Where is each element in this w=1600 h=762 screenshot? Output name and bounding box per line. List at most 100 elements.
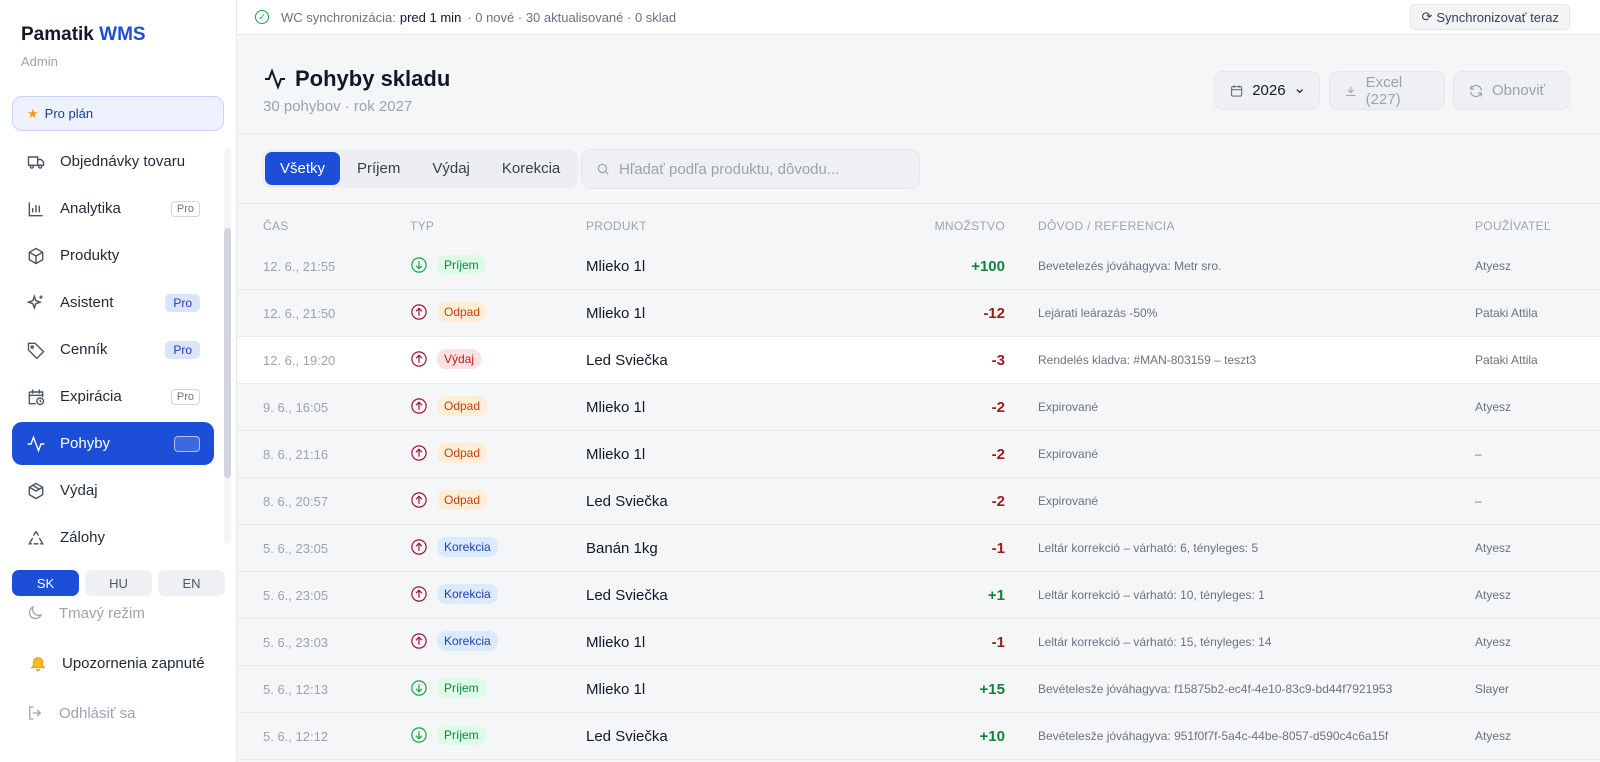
calendar-icon	[1230, 84, 1243, 97]
sidebar-item-objednavky[interactable]: Objednávky tovaru	[12, 140, 214, 183]
sidebar-item-label: Pohyby	[60, 435, 111, 452]
cell-user: Pataki Attila	[1475, 306, 1538, 320]
cell-reason: Leltár korrekció – várható: 10, ténylege…	[1038, 588, 1265, 602]
truck-icon	[26, 152, 46, 172]
lang-sk-button[interactable]: SK	[12, 570, 79, 596]
sync-now-button[interactable]: ⟳ Synchronizovať teraz	[1410, 4, 1570, 30]
plan-badge[interactable]: ★ Pro plán	[12, 96, 224, 131]
refresh-button[interactable]: Obnoviť	[1453, 71, 1570, 110]
sidebar-item-expiracia[interactable]: Expirácia Pro	[12, 375, 214, 418]
dark-mode-toggle[interactable]: Tmavý režim	[25, 603, 145, 623]
cell-reason: Leltár korrekció – várható: 15, ténylege…	[1038, 635, 1272, 649]
col-header-type[interactable]: TYP	[410, 219, 435, 233]
cell-type: Odpad	[410, 443, 488, 463]
table-row[interactable]: 5. 6., 12:12 Príjem Led Sviečka +10 Bevétele…	[237, 713, 1600, 760]
plan-label: Pro plán	[44, 106, 94, 121]
brand-name: Pamatik	[21, 24, 94, 45]
table-row[interactable]: 12. 6., 19:20 Výdaj Led Sviečka -3 Rendelés …	[237, 337, 1600, 384]
sidebar-item-label: Expirácia	[60, 388, 122, 405]
cell-product: Mlieko 1l	[586, 634, 646, 651]
cell-time: 12. 6., 21:50	[263, 306, 336, 321]
tab-prijem[interactable]: Príjem	[357, 160, 401, 177]
cell-reason: Expirované	[1038, 447, 1099, 461]
sidebar-item-cennik[interactable]: Cenník Pro	[12, 328, 214, 371]
col-header-product[interactable]: PRODUKT	[586, 219, 647, 233]
search-icon	[597, 163, 609, 175]
type-badge: Odpad	[437, 443, 488, 463]
table-row[interactable]: 5. 6., 12:13 Príjem Mlieko 1l +15 Bevételesž…	[237, 666, 1600, 713]
lang-en-button[interactable]: EN	[158, 570, 225, 596]
table-header: ČAS TYP PRODUKT MNOŽSTVO DÔVOD / REFEREN…	[237, 205, 1600, 243]
activity-icon	[265, 68, 285, 90]
cell-reason: Bevetelezés jóváhagyva: Metr sro.	[1038, 259, 1222, 273]
search-input[interactable]	[619, 160, 909, 178]
table-row[interactable]: 12. 6., 21:55 Príjem Mlieko 1l +100 Bevetele…	[237, 243, 1600, 290]
cell-user: Atyesz	[1475, 541, 1512, 555]
cell-type: Korekcia	[410, 584, 498, 604]
table-row[interactable]: 9. 6., 16:05 Odpad Mlieko 1l -2 Expirované At…	[237, 384, 1600, 431]
download-icon	[1346, 85, 1356, 96]
cell-quantity: +100	[971, 258, 1005, 275]
tab-korekcia[interactable]: Korekcia	[501, 160, 561, 177]
col-header-time[interactable]: ČAS	[263, 219, 289, 233]
col-header-quantity[interactable]: MNOŽSTVO	[934, 219, 1005, 233]
cell-quantity: -2	[991, 399, 1005, 416]
type-badge: Výdaj	[437, 349, 482, 369]
page-subtitle: 30 pohybov · rok 2027	[263, 98, 413, 115]
col-header-reason[interactable]: DÔVOD / REFERENCIA	[1038, 219, 1175, 233]
cell-user: –	[1475, 494, 1482, 508]
arrow-up-circle-icon	[410, 350, 428, 368]
arrow-down-circle-icon	[410, 256, 428, 274]
table-row[interactable]: 5. 6., 23:03 Korekcia Mlieko 1l -1 Leltár ko…	[237, 619, 1600, 666]
arrow-down-circle-icon	[410, 679, 428, 697]
sidebar-item-asistent[interactable]: Asistent Pro	[12, 281, 214, 324]
chevron-down-icon	[1296, 88, 1303, 93]
sidebar-item-vydaj[interactable]: Výdaj	[12, 469, 214, 512]
table-row[interactable]: 5. 6., 23:05 Korekcia Led Sviečka +1 Leltár …	[237, 572, 1600, 619]
year-value: 2026	[1252, 82, 1286, 99]
sidebar-item-analytika[interactable]: Analytika Pro	[12, 187, 214, 230]
type-badge: Príjem	[437, 725, 486, 745]
logout-icon	[25, 703, 45, 723]
sidebar-scrollbar[interactable]	[224, 148, 231, 544]
excel-label: Excel (227)	[1365, 73, 1403, 108]
table-row[interactable]: 12. 6., 21:50 Odpad Mlieko 1l -12 Lejárati l…	[237, 290, 1600, 337]
table-row[interactable]: 8. 6., 20:57 Odpad Led Sviečka -2 Expirované…	[237, 478, 1600, 525]
excel-export-button[interactable]: Excel (227)	[1329, 71, 1445, 110]
cell-product: Led Sviečka	[586, 352, 668, 369]
cell-product: Banán 1kg	[586, 540, 658, 557]
lang-hu-button[interactable]: HU	[85, 570, 152, 596]
cell-user: Atyesz	[1475, 729, 1512, 743]
cell-time: 12. 6., 21:55	[263, 259, 336, 274]
sidebar-item-label: Výdaj	[60, 482, 98, 499]
tab-vydaj[interactable]: Výdaj	[432, 160, 470, 177]
cell-user: Atyesz	[1475, 259, 1512, 273]
scrollbar-thumb[interactable]	[224, 228, 231, 478]
user-role: Admin	[21, 54, 58, 69]
cell-time: 9. 6., 16:05	[263, 400, 329, 415]
logout-button[interactable]: Odhlásiť sa	[25, 703, 136, 723]
cell-user: Pataki Attila	[1475, 353, 1538, 367]
table-row[interactable]: 8. 6., 21:16 Odpad Mlieko 1l -2 Expirované –	[237, 431, 1600, 478]
logout-label: Odhlásiť sa	[59, 704, 136, 722]
type-badge: Príjem	[437, 678, 486, 698]
sidebar-item-zalohy[interactable]: Zálohy	[12, 516, 214, 559]
cell-quantity: -2	[991, 493, 1005, 510]
sidebar-item-produkty[interactable]: Produkty	[12, 234, 214, 277]
cell-user: Atyesz	[1475, 635, 1512, 649]
calendar-clock-icon	[26, 387, 46, 407]
tab-vsetky[interactable]: Všetky	[265, 152, 341, 185]
sidebar-item-label: Zálohy	[60, 529, 106, 546]
sidebar-item-pohyby[interactable]: Pohyby	[12, 422, 214, 465]
brand-logo[interactable]: Pamatik WMS	[21, 24, 146, 46]
cell-reason: Leltár korrekció – várható: 6, tényleges…	[1038, 541, 1259, 555]
year-select[interactable]: 2026	[1214, 71, 1320, 110]
cell-time: 5. 6., 12:13	[263, 682, 329, 697]
notifications-toggle[interactable]: Upozornenia zapnuté	[28, 653, 205, 673]
arrow-up-circle-icon	[410, 444, 428, 462]
table-row[interactable]: 5. 6., 23:05 Korekcia Banán 1kg -1 Leltár ko…	[237, 525, 1600, 572]
package-icon	[26, 481, 46, 501]
col-header-user[interactable]: POUŽÍVATEĽ	[1475, 219, 1551, 233]
sidebar-item-label: Produkty	[60, 247, 120, 264]
sidebar-item-label: Objednávky tovaru	[60, 153, 186, 170]
